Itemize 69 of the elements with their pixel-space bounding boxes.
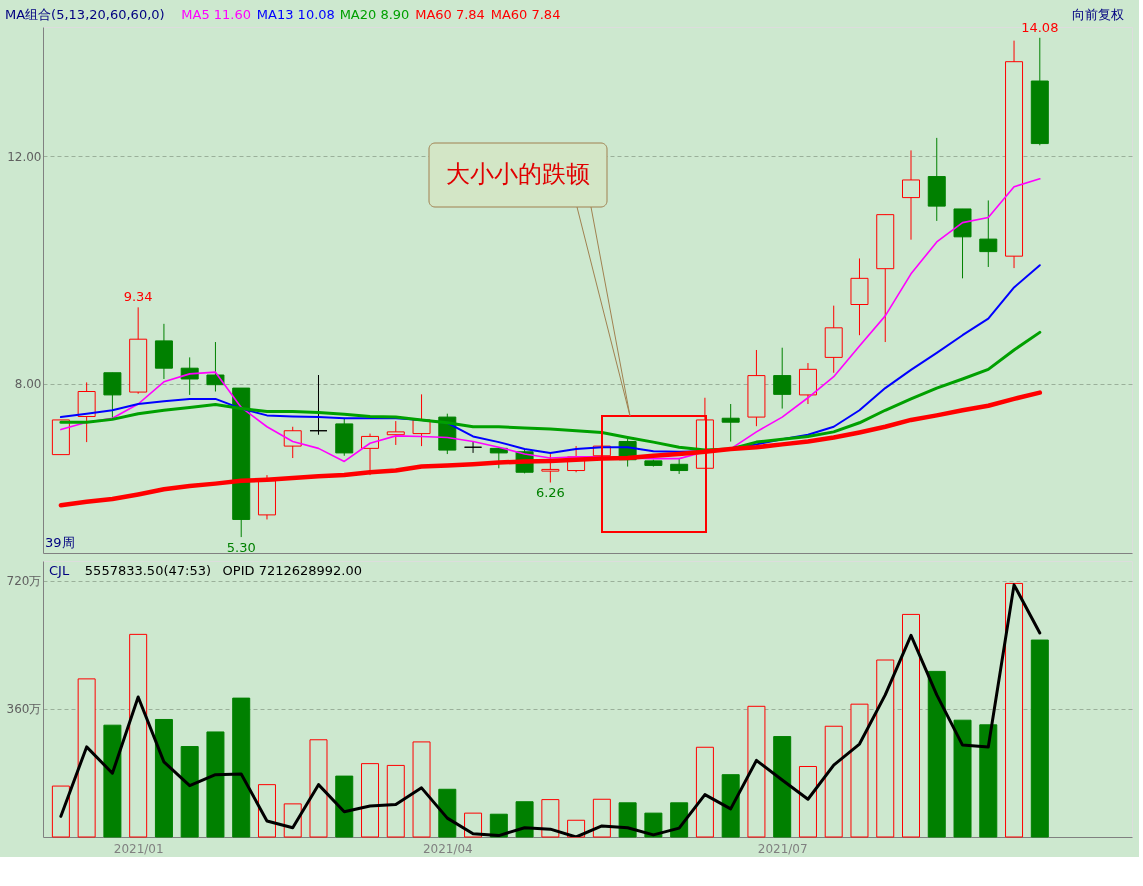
bar	[51, 785, 70, 838]
text: MA60 7.84	[415, 7, 485, 22]
candlestick	[103, 372, 122, 420]
bar	[824, 725, 843, 838]
bar	[695, 746, 714, 838]
text: MA5 11.60	[181, 7, 252, 22]
annotation: 6.26	[535, 485, 565, 501]
annotation: 14.08	[1021, 19, 1059, 35]
bar	[206, 731, 225, 838]
bar	[902, 613, 920, 838]
legend-title: MA组合(5,13,20,60,60,0)	[5, 7, 165, 22]
annotation: 39周	[45, 535, 75, 550]
bar	[257, 784, 276, 838]
bar	[773, 736, 792, 838]
bar	[515, 801, 534, 838]
annotation: 5.30	[226, 540, 256, 556]
candlestick	[206, 341, 225, 392]
bar	[77, 678, 96, 838]
text: 向前复权	[1072, 7, 1124, 22]
candlestick	[979, 199, 998, 268]
line-series	[59, 583, 1042, 837]
bar	[618, 802, 637, 838]
bar	[309, 739, 328, 838]
bar	[850, 703, 869, 838]
y-tick-label: 12.00	[7, 149, 42, 164]
y-tick-label: 720万	[6, 574, 42, 589]
annotation: 9.34	[123, 289, 153, 305]
y-tick-label: 360万	[6, 702, 42, 717]
candlestick	[773, 347, 792, 410]
chart-title: CJL	[49, 563, 70, 578]
bar	[438, 788, 457, 838]
bar	[129, 633, 148, 838]
bar	[232, 697, 251, 838]
line-series	[59, 330, 1042, 452]
bar	[979, 724, 998, 838]
annotation: 大小小的跌顿	[446, 160, 590, 188]
bar	[103, 724, 122, 838]
bar	[876, 659, 895, 838]
bar	[180, 746, 199, 838]
candlestick	[464, 441, 483, 454]
bar	[154, 718, 173, 838]
candlestick	[541, 453, 560, 483]
bar	[1030, 639, 1049, 838]
bar	[592, 798, 611, 838]
candlestick	[309, 374, 328, 436]
bar	[927, 670, 946, 838]
bar	[1005, 582, 1024, 838]
candlestick	[902, 149, 920, 241]
candlestick	[412, 393, 431, 447]
bar	[541, 799, 560, 838]
annotation: OPID 7212628992.00	[222, 563, 363, 578]
bar	[953, 719, 972, 838]
bar	[747, 705, 766, 838]
text: MA60 7.84	[490, 7, 561, 22]
bar	[386, 764, 405, 838]
candlestick	[386, 420, 405, 446]
y-tick-label: 8.00	[14, 377, 42, 392]
candlestick	[721, 403, 740, 443]
bar	[412, 741, 431, 838]
bar	[721, 774, 740, 838]
x-tick-label: 2021/07	[757, 841, 808, 856]
text: MA20 8.90	[339, 7, 410, 22]
annotation: 5557833.50(47:53)	[84, 563, 212, 578]
bar	[798, 765, 817, 838]
bar	[335, 775, 354, 838]
x-tick-label: 2021/04	[422, 841, 473, 856]
x-tick-label: 2021/01	[113, 841, 164, 856]
bar	[361, 763, 380, 838]
text: MA13 10.08	[256, 7, 335, 22]
